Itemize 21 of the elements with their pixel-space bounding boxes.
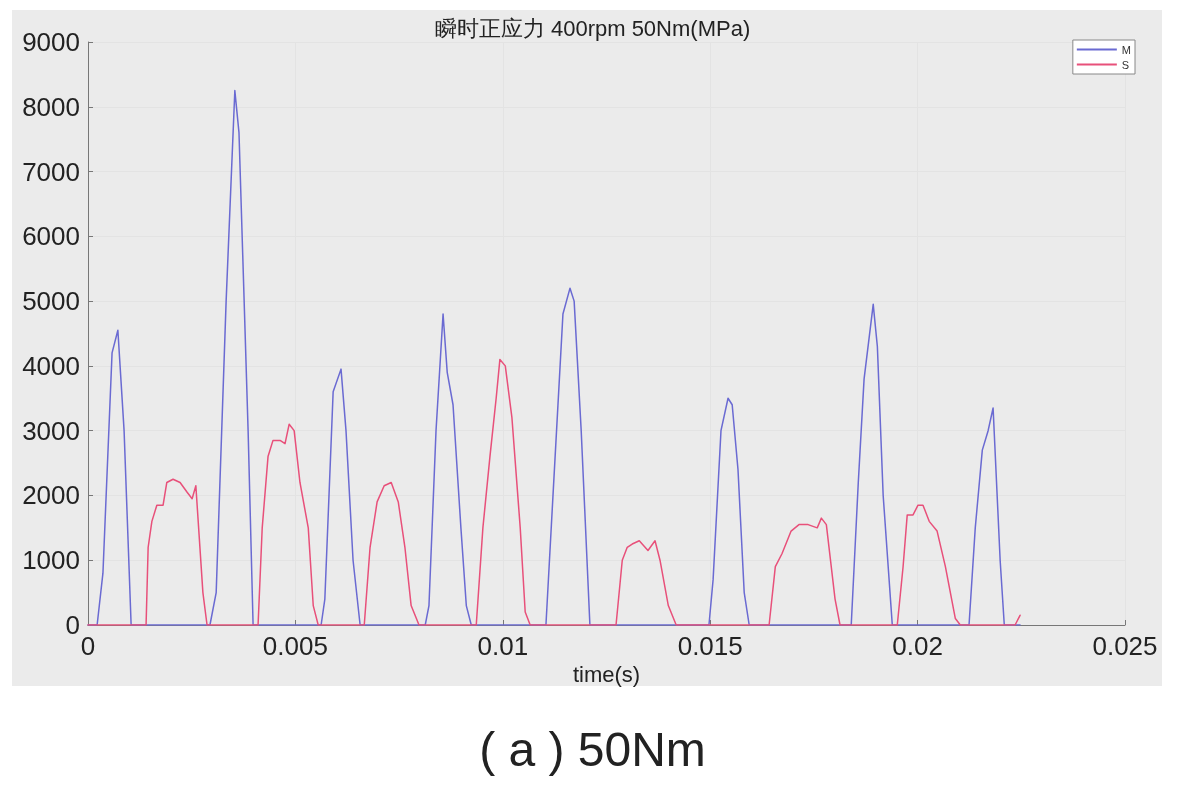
text: ( a ) 50Nm [478, 722, 707, 777]
x-tick-label: 0.015 [677, 631, 743, 661]
x-tick-label: 0.025 [1092, 631, 1158, 661]
y-tick-label: 8000 [22, 91, 80, 122]
y-tick-label: 3000 [22, 415, 80, 446]
chart-title: 瞬时正应力 400rpm 50Nm(MPa) [434, 15, 751, 41]
x-tick-label: 0.005 [262, 631, 328, 661]
x-tick-label: 0.02 [892, 631, 943, 661]
y-tick-label: 0 [65, 610, 80, 640]
legend-label: S [1121, 58, 1130, 71]
y-tick-label: 5000 [22, 286, 80, 317]
y-tick-label: 2000 [22, 480, 80, 511]
y-tick-label: 1000 [22, 545, 80, 576]
x-axis-title: time(s) [572, 662, 641, 688]
line-series [87, 358, 1021, 626]
legend-label: M [1121, 43, 1132, 56]
x-tick-label: 0.01 [477, 631, 529, 661]
y-tick-label: 7000 [22, 156, 80, 187]
y-tick-label: 6000 [22, 221, 80, 252]
y-tick-label: 4000 [22, 350, 80, 381]
y-tick-label: 9000 [22, 27, 80, 57]
